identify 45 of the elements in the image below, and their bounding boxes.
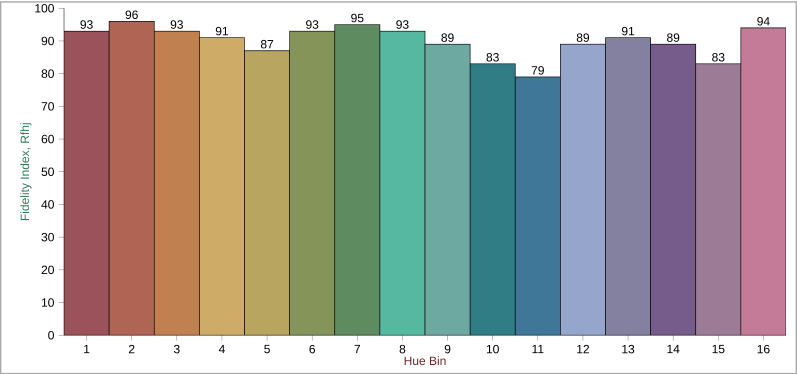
x-tick-label: 15 (712, 344, 724, 354)
x-tick-label: 9 (444, 344, 450, 354)
x-tick-label: 14 (667, 344, 680, 353)
x-tick-label: 13 (622, 344, 634, 354)
data-label: 93 (306, 20, 318, 29)
y-axis-title: Fidelity Index, Rfhj (20, 123, 32, 220)
x-axis-title: Hue Bin (404, 356, 446, 365)
y-tick-label: 70 (42, 102, 54, 110)
data-label: 91 (216, 26, 228, 36)
x-tick-label: 11 (532, 344, 544, 353)
y-tick-label: 10 (42, 298, 54, 307)
data-label: 89 (441, 33, 454, 42)
y-tick-label: 50 (42, 167, 54, 176)
x-tick-label: 16 (758, 344, 770, 354)
x-tick-label: 10 (486, 344, 499, 354)
y-tick-label: 20 (42, 265, 54, 274)
x-tick-label: 7 (354, 344, 360, 353)
y-tick-label: 0 (48, 330, 54, 340)
data-label: 93 (80, 20, 93, 29)
data-label: 94 (757, 16, 770, 26)
data-label: 79 (532, 66, 544, 74)
data-label: 87 (260, 40, 274, 48)
y-tick-label: 100 (35, 4, 54, 12)
data-label: 95 (351, 14, 364, 22)
data-label: 91 (622, 26, 634, 36)
data-label: 96 (126, 10, 138, 19)
y-tick-label: 60 (42, 134, 54, 144)
data-label: 93 (396, 20, 409, 29)
data-label: 83 (712, 52, 724, 62)
data-label: 89 (667, 33, 680, 42)
x-tick-label: 3 (174, 344, 180, 354)
y-tick-label: 90 (42, 36, 54, 46)
x-tick-label: 6 (309, 344, 316, 354)
data-label: 89 (576, 33, 590, 42)
data-label: 93 (170, 20, 183, 29)
x-tick-label: 5 (264, 344, 270, 354)
x-tick-label: 12 (577, 344, 589, 354)
x-tick-label: 4 (218, 344, 225, 353)
x-tick-label: 2 (128, 344, 134, 354)
x-tick-label: 8 (400, 344, 406, 354)
y-tick-label: 40 (41, 200, 54, 209)
y-tick-label: 80 (42, 69, 54, 78)
y-tick-label: 30 (42, 232, 54, 242)
x-tick-label: 1 (84, 344, 90, 353)
data-label: 83 (486, 52, 499, 62)
